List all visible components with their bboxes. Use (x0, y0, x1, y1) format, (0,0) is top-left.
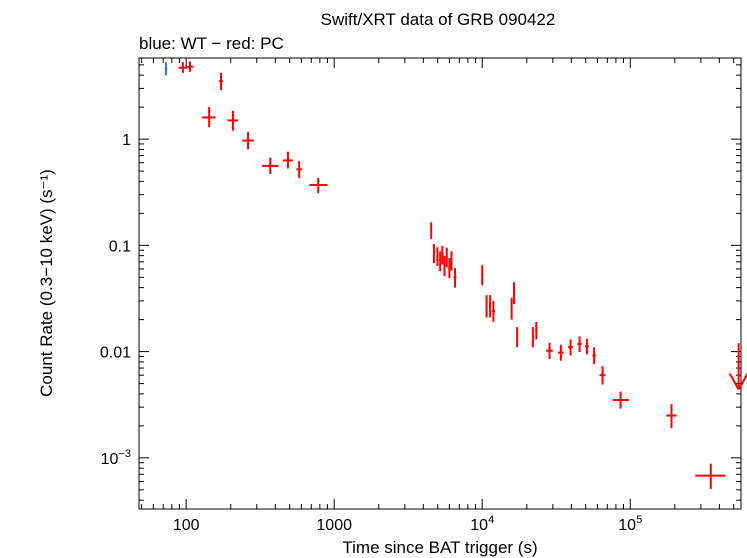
data-point (488, 295, 492, 318)
upper-limit (728, 343, 747, 390)
data-point (202, 107, 216, 128)
chart-title: Swift/XRT data of GRB 090422 (321, 10, 556, 29)
data-point (441, 245, 444, 265)
data-point (666, 404, 677, 429)
data-point (178, 62, 187, 73)
x-tick-label: 1000 (316, 517, 352, 534)
data-point (296, 161, 302, 179)
data-point (557, 344, 564, 361)
upper-limit-arrowhead (737, 372, 747, 390)
x-tick-labels: 100 1000 104 105 (173, 514, 642, 534)
data-point (242, 131, 254, 150)
y-tick-label-exponent: −3 (118, 448, 131, 460)
data-point (695, 463, 726, 489)
y-tick-label: 10−3 (101, 448, 131, 468)
x-tick-label-text: 1000 (316, 517, 352, 534)
data-point (448, 258, 451, 279)
x-tick-label-exponent: 4 (488, 514, 494, 526)
data-point (535, 321, 538, 340)
data-point (599, 366, 606, 385)
data-point (546, 342, 553, 360)
data-point (485, 295, 488, 318)
data-point (531, 327, 534, 348)
data-point (445, 247, 448, 268)
upper-limit-arrowhead (728, 372, 740, 390)
y-tick-label: 1 (122, 132, 131, 149)
y-tick-label: 0.01 (100, 345, 131, 362)
y-tick-label-text: 0.1 (109, 238, 131, 255)
data-point (227, 110, 239, 131)
x-axis-label: Time since BAT trigger (s) (342, 538, 537, 557)
data-point (513, 282, 516, 305)
chart-subtitle: blue: WT − red: PC (139, 34, 284, 53)
series-1 (178, 61, 747, 489)
data-point (577, 336, 582, 353)
y-axis-label: Count Rate (0.3−10 keV) (s⁻¹) (37, 169, 56, 397)
data-point (218, 72, 224, 90)
data-point (510, 297, 513, 320)
data-point (515, 327, 519, 348)
data-point (491, 300, 496, 322)
data-point (164, 62, 168, 76)
x-tick-label-text: 100 (173, 517, 200, 534)
plot-frame (138, 57, 742, 510)
x-tick-label: 105 (618, 514, 642, 534)
y-tick-label: 0.1 (109, 238, 131, 255)
y-tick-label-text: 0.01 (100, 345, 131, 362)
data-point (261, 157, 279, 174)
data-point (309, 178, 328, 194)
data-point (430, 222, 433, 239)
data-point (592, 347, 596, 365)
data-point (432, 243, 435, 264)
data-point (436, 247, 439, 266)
x-tick-label-text: 10 (618, 517, 636, 534)
data-point (450, 251, 453, 271)
data-point (612, 391, 629, 409)
x-tick-label: 104 (470, 514, 494, 534)
x-tick-label-exponent: 5 (636, 514, 642, 526)
x-tick-label-text: 10 (470, 517, 488, 534)
axis-ticks (139, 58, 741, 509)
data-point (568, 339, 573, 356)
data-point (186, 61, 194, 72)
data-point (585, 338, 589, 355)
data-point (439, 251, 442, 272)
series-0 (164, 62, 168, 76)
y-tick-label-text: 10 (101, 451, 119, 468)
data-point (282, 151, 293, 169)
data-point (443, 255, 446, 277)
data-point (481, 265, 484, 286)
y-tick-label-text: 1 (122, 132, 131, 149)
data-point (453, 268, 457, 288)
x-tick-label: 100 (173, 517, 200, 534)
y-tick-labels: 1 0.1 0.01 10−3 (100, 132, 131, 468)
data-points (164, 61, 747, 489)
